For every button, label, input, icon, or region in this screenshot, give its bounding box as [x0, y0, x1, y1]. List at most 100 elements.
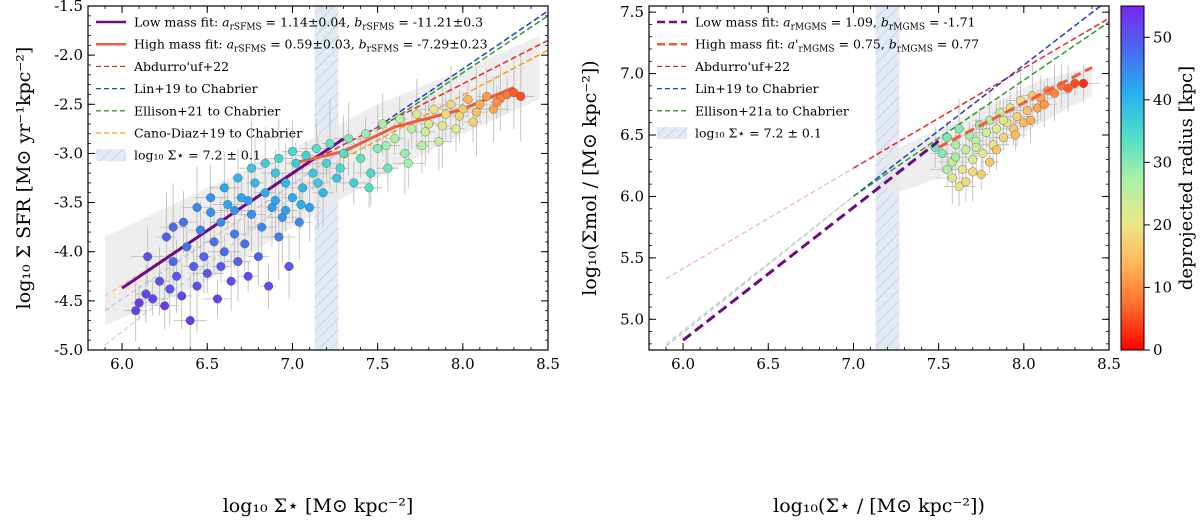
x-axis-label-left: log₁₀ Σ⋆ [M⊙ kpc⁻²]: [223, 495, 414, 517]
data-point: [233, 257, 243, 267]
data-point: [968, 167, 978, 177]
data-point: [223, 200, 233, 210]
colorbar-ticks: 0 10 20 30 40 50: [1144, 28, 1172, 359]
data-point: [195, 225, 205, 235]
x-tick-label: 8.5: [1097, 355, 1121, 373]
faint-extension-line: [104, 126, 379, 312]
ticks-right: 6.0 6.5 7.0 7.5 8.0 8.5 5.0 5.5 6.0 6.5 7.0 7.5: [620, 3, 1121, 373]
data-point: [192, 281, 202, 291]
data-point: [400, 148, 410, 158]
data-point: [1039, 99, 1049, 109]
data-point: [322, 158, 332, 168]
data-point: [441, 109, 451, 119]
data-point: [287, 193, 297, 203]
faint-extension-line: [104, 157, 344, 304]
data-point: [226, 276, 236, 286]
data-point: [202, 268, 212, 278]
data-point: [951, 140, 961, 150]
colorbar-tick-label: 30: [1153, 153, 1172, 171]
data-point: [942, 132, 952, 142]
data-point: [216, 217, 226, 227]
data-point: [356, 153, 366, 163]
data-point: [134, 298, 144, 308]
panel-left: 6.0 6.5 7.0 7.5 8.0 8.5 -5.0 -4.5 -4.0 -3.5 -3.0 -2…: [13, 0, 560, 517]
y-tick-label: 6.0: [620, 187, 644, 205]
data-point: [992, 124, 1002, 134]
line-right-4: [852, 21, 1109, 198]
data-point: [451, 124, 461, 134]
data-point: [206, 207, 216, 217]
y-tick-label: -4.0: [54, 243, 83, 261]
data-point: [296, 200, 306, 210]
legend-label-band: log₁₀ Σ⋆ = 7.2 ± 0.1: [134, 148, 261, 163]
x-tick-label: 7.5: [366, 355, 390, 373]
data-point: [437, 121, 447, 131]
line-right-1: [937, 66, 1093, 149]
data-point: [253, 252, 263, 262]
y-axis-label-right: log₁₀(Σmol / [M⊙ kpc⁻²]): [579, 60, 601, 295]
data-point: [407, 124, 417, 134]
y-tick-label: -3.5: [54, 194, 83, 212]
plot-area-right: [665, 6, 1109, 350]
data-point: [216, 261, 226, 271]
data-point: [160, 301, 170, 311]
x-tick-label: 8.0: [1012, 355, 1036, 373]
data-point: [274, 232, 284, 242]
data-point: [1049, 88, 1059, 98]
data-point: [1022, 105, 1032, 115]
legend-label: Abdurro'uf+22: [694, 59, 790, 74]
x-tick-label: 7.0: [281, 355, 305, 373]
data-point: [403, 158, 413, 168]
colorbar-tick-label: 50: [1153, 28, 1172, 46]
panel-right: 6.0 6.5 7.0 7.5 8.0 8.5 5.0 5.5 6.0 6.5 7.0 7.5 Low…: [579, 3, 1121, 517]
data-point: [182, 242, 192, 252]
data-point: [230, 205, 240, 215]
data-point: [301, 150, 311, 160]
data-point: [417, 141, 427, 151]
data-point: [264, 281, 274, 291]
colorbar: 0 10 20 30 40 50 deprojected radius [kpc]: [1120, 5, 1197, 359]
data-point: [298, 183, 308, 193]
legend-label: High mass fit: a'rMGMS = 0.75, brMGMS = …: [695, 37, 979, 55]
data-point: [270, 196, 280, 206]
data-point: [1078, 78, 1088, 88]
ticks-left: 6.0 6.5 7.0 7.5 8.0 8.5 -5.0 -4.5 -4.0 -3.5 -3.0 -2…: [54, 0, 560, 373]
data-point: [1012, 112, 1022, 122]
legend-label: Lin+19 to Chabrier: [695, 81, 819, 96]
colorbar-label: deprojected radius [kpc]: [1176, 66, 1197, 290]
legend-label: Lin+19 to Chabrier: [134, 81, 258, 96]
data-point: [177, 291, 187, 301]
data-point: [1070, 78, 1080, 88]
data-point: [492, 97, 502, 107]
data-point: [274, 153, 284, 163]
data-point: [381, 141, 391, 151]
data-point: [148, 294, 158, 304]
data-point: [378, 119, 388, 129]
legend-swatch-band: [96, 149, 126, 162]
data-point: [978, 148, 988, 158]
legend-label: High mass fit: arSFMS = 0.59±0.03, brSFM…: [134, 37, 488, 55]
data-point: [172, 271, 182, 281]
legend-left: Low mass fit: arSFMS = 1.14±0.04, brSFMS…: [96, 15, 488, 163]
data-point: [192, 202, 202, 212]
data-point: [209, 237, 219, 247]
data-point: [339, 148, 349, 158]
data-point: [992, 145, 1002, 155]
line-right-3: [852, 6, 1101, 197]
y-tick-label: 6.5: [620, 126, 644, 144]
data-point: [349, 178, 359, 188]
legend-label-band: log₁₀ Σ⋆ = 7.2 ± 0.1: [695, 126, 822, 141]
data-point: [155, 276, 165, 286]
axes-frame-right: [648, 5, 1110, 351]
data-point: [311, 144, 321, 154]
colorbar-tick-label: 0: [1153, 341, 1163, 359]
colorbar-bar: [1120, 5, 1145, 351]
data-point: [325, 139, 335, 149]
y-tick-label: -1.5: [54, 0, 83, 15]
data-point: [475, 99, 485, 109]
data-point: [509, 87, 519, 97]
data-point: [219, 183, 229, 193]
x-tick-label: 6.0: [671, 355, 695, 373]
data-point: [243, 271, 253, 281]
